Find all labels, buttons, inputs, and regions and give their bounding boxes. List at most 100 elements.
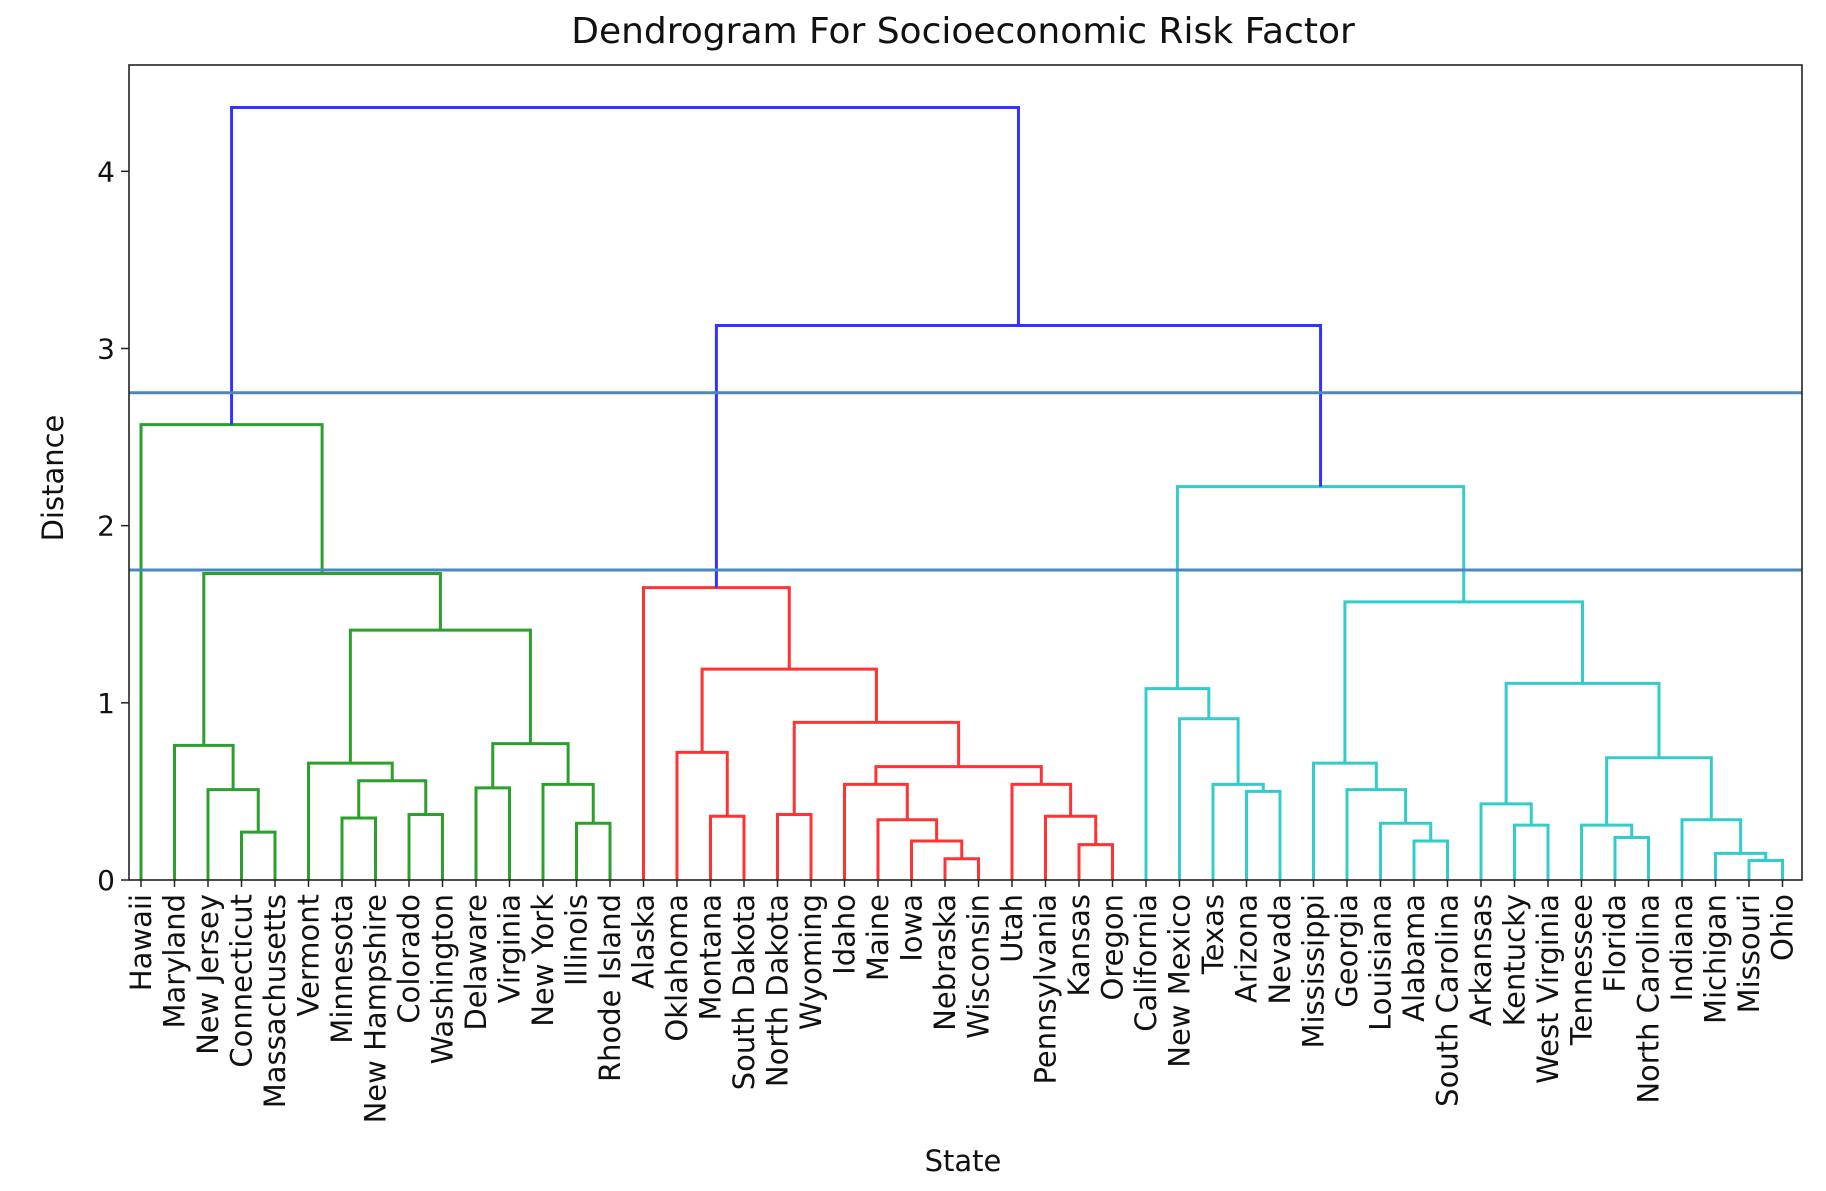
dendrogram-link [642, 586, 791, 880]
dendrogram-link [1479, 802, 1533, 880]
leaf-label: Colorado [392, 894, 426, 1024]
leaf-label: Pennsylvania [1029, 894, 1063, 1085]
dendrogram-link [206, 788, 260, 880]
leaf-label: Vermont [292, 894, 326, 1017]
dendrogram-link [675, 750, 729, 880]
plot-frame [128, 64, 1803, 881]
leaf-label: New Mexico [1163, 894, 1197, 1068]
dendrogram-link [340, 816, 377, 880]
dendrogram-link [1010, 782, 1073, 880]
dendrogram-link [1312, 761, 1378, 880]
leaf-label: New Jersey [191, 894, 225, 1055]
dendrogram-link [709, 814, 746, 880]
dendrogram-link [843, 782, 909, 880]
dendrogram-link [407, 812, 444, 880]
chart-title: Dendrogram For Socioeconomic Risk Factor [571, 11, 1355, 52]
dendrogram-link [348, 628, 532, 764]
leaf-label: Iowa [895, 894, 929, 962]
dendrogram-link [700, 667, 878, 753]
leaf-label: Michigan [1699, 894, 1733, 1024]
leaf-label: Ohio [1766, 894, 1800, 961]
leaf-label: Nevada [1263, 894, 1297, 1005]
y-tick-label: 0 [97, 864, 115, 897]
dendrogram-link [474, 786, 511, 880]
dendrogram-link [1245, 789, 1282, 880]
leaf-label: California [1129, 894, 1163, 1032]
dendrogram-link [714, 323, 1323, 588]
dendrogram-link [876, 818, 939, 880]
dendrogram-link [1175, 485, 1466, 689]
leaf-label: West Virginia [1531, 894, 1565, 1084]
dendrogram-link [230, 106, 1020, 425]
dendrogram-link [1605, 756, 1713, 826]
leaf-label: Arizona [1230, 894, 1264, 1003]
leaf-label: Rhode Island [593, 894, 627, 1082]
y-axis: 0 1 2 3 4 [97, 155, 129, 897]
dendrogram-link [1178, 717, 1240, 880]
dendrogram-link [173, 743, 235, 880]
leaf-label: Tennessee [1565, 894, 1599, 1046]
dendrogram-link [1379, 821, 1433, 880]
dendrogram-link [1613, 835, 1650, 880]
leaf-label: Wisconsin [962, 894, 996, 1039]
dendrogram-link [1077, 843, 1114, 880]
dendrogram-link [943, 857, 980, 880]
leaf-label: Virginia [493, 894, 527, 1003]
dendrogram-link [1345, 788, 1408, 880]
leaf-label: Illinois [560, 894, 594, 986]
dendrogram-link [1513, 823, 1550, 880]
dendrogram-link [1714, 851, 1768, 880]
dendrogram-link [776, 812, 813, 880]
x-axis-label: State [925, 1144, 1002, 1178]
leaf-label: Alabama [1397, 894, 1431, 1022]
leaf-label: Washington [426, 894, 460, 1064]
leaf-label: Mississippi [1297, 894, 1331, 1049]
leaf-labels: Hawaii Maryland New Jersey Connecticut Massa… [124, 880, 1800, 1123]
y-tick-label: 1 [97, 687, 115, 720]
dendrogram-link [1044, 814, 1098, 880]
dendrogram-link [541, 782, 595, 880]
leaf-label: Wyoming [794, 894, 828, 1030]
leaf-label: New York [526, 894, 560, 1027]
leaf-label: Louisiana [1364, 894, 1398, 1031]
dendrogram-links [139, 106, 1784, 880]
y-axis-label: Distance [36, 415, 70, 542]
leaf-label: Minnesota [325, 894, 359, 1044]
leaf-label: Idaho [828, 894, 862, 975]
leaf-label: Delaware [459, 894, 493, 1031]
dendrogram-link [1747, 859, 1784, 880]
leaf-label: Oregon [1096, 894, 1130, 1000]
dendrogram-link [240, 830, 277, 880]
dendrogram-link [910, 839, 964, 880]
leaf-label: Massachusetts [258, 894, 292, 1108]
y-tick-label: 4 [97, 155, 115, 188]
dendrogram-link [874, 765, 1043, 785]
dendrogram-link [1580, 823, 1634, 880]
dendrogram-link [1412, 839, 1449, 880]
leaf-label: Hawaii [124, 894, 158, 991]
dendrogram-link [491, 742, 570, 788]
leaf-label: Kansas [1062, 894, 1096, 997]
leaf-label: Alaska [627, 894, 661, 989]
dendrogram-link [202, 571, 442, 746]
threshold-lines [129, 391, 1802, 572]
leaf-label: Kentucky [1498, 894, 1532, 1026]
leaf-label: Nebraska [928, 894, 962, 1031]
dendrogram-link [139, 423, 324, 880]
leaf-label: Utah [995, 894, 1029, 963]
dendrogram-link [1504, 681, 1661, 804]
leaf-label: Maryland [158, 894, 192, 1029]
leaf-label: South Carolina [1431, 894, 1465, 1107]
leaf-label: Arkansas [1464, 894, 1498, 1026]
dendrogram-link [1211, 782, 1265, 880]
leaf-label: Texas [1196, 894, 1230, 975]
leaf-label: Georgia [1330, 894, 1364, 1008]
leaf-label: North Carolina [1632, 894, 1666, 1104]
leaf-label: Missouri [1732, 894, 1766, 1013]
leaf-label: New Hampshire [359, 894, 393, 1123]
leaf-label: Florida [1598, 894, 1632, 993]
dendrogram-link [357, 779, 428, 818]
leaf-label: North Dakota [761, 894, 795, 1087]
dendrogram-link [1680, 818, 1743, 880]
